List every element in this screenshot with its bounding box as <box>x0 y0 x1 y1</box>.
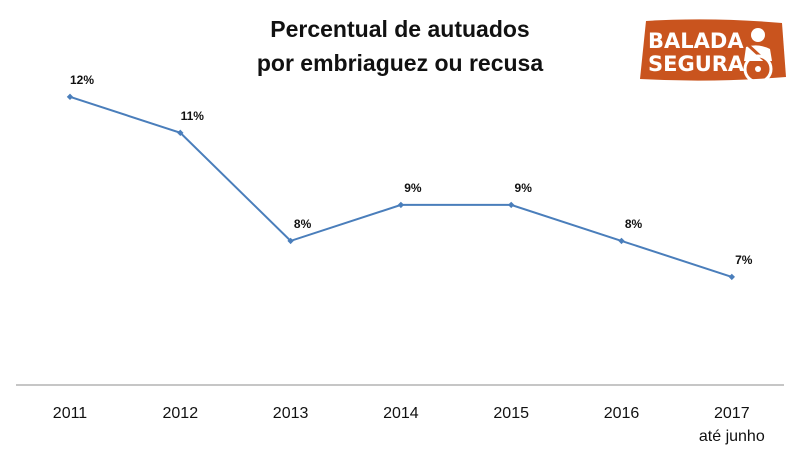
data-label: 7% <box>735 253 753 267</box>
chart-title-line1: Percentual de autuados <box>270 16 530 42</box>
data-label: 9% <box>515 181 533 195</box>
series-markers <box>66 93 735 281</box>
balada-segura-logo: BALADA SEGURA <box>640 19 786 84</box>
data-label: 11% <box>181 109 205 123</box>
x-tick-label: 2013 <box>273 405 309 422</box>
data-point-marker <box>287 237 294 245</box>
x-tick-labels: 2011 2012 2013 2014 2015 2016 2017 até junho <box>53 405 765 445</box>
data-point-marker <box>508 201 515 209</box>
x-tick-sublabel: até junho <box>699 428 765 445</box>
data-label: 12% <box>70 73 94 87</box>
x-tick-label: 2011 <box>53 405 88 422</box>
logo-text-line1: BALADA <box>648 29 744 53</box>
data-label: 8% <box>294 217 312 231</box>
x-tick-label: 2014 <box>383 405 419 422</box>
data-point-marker <box>618 237 625 245</box>
logo-text-line2: SEGURA <box>648 52 745 76</box>
data-labels: 12% 11% 8% 9% 9% 8% 7% <box>70 73 753 267</box>
data-point-marker <box>397 201 405 209</box>
data-point-marker <box>66 93 74 101</box>
data-label: 8% <box>625 217 643 231</box>
x-tick-label: 2012 <box>163 405 199 422</box>
chart-title-line2: por embriaguez ou recusa <box>256 50 544 76</box>
logo-badge <box>640 19 786 81</box>
data-label: 9% <box>404 181 422 195</box>
chart-title: Percentual de autuados por embriaguez ou… <box>200 12 600 80</box>
x-tick-label: 2016 <box>604 405 640 422</box>
x-tick-label: 2015 <box>493 405 529 422</box>
x-tick-label: 2017 <box>714 405 750 422</box>
series-line <box>69 95 733 278</box>
data-point-marker <box>728 273 735 281</box>
data-point-marker <box>177 129 184 137</box>
seatbelt-steering-wheel-icon <box>743 28 774 84</box>
